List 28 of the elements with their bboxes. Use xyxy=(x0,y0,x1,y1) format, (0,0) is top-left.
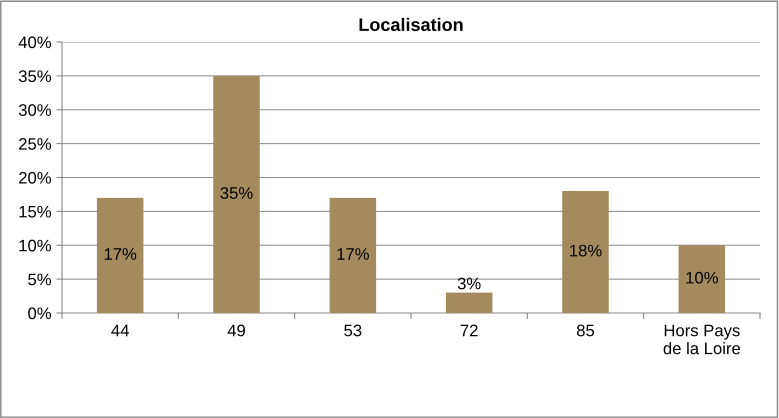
bar xyxy=(96,198,144,313)
y-tick-label: 15% xyxy=(19,206,51,218)
bar xyxy=(330,198,376,313)
data-label: 10% xyxy=(686,272,718,284)
bar xyxy=(446,292,492,313)
data-label: 18% xyxy=(570,244,602,256)
bar xyxy=(562,191,609,313)
data-label: 3% xyxy=(458,278,481,290)
y-tick-label: 35% xyxy=(18,70,51,82)
data-label: 35% xyxy=(220,187,253,199)
data-label: 17% xyxy=(337,248,369,260)
x-tick-label: Hors Pays de la Loire xyxy=(664,324,740,354)
x-tick-label: 49 xyxy=(228,324,245,336)
data-label: 17% xyxy=(104,248,136,260)
y-tick-label: 10% xyxy=(19,240,51,252)
y-tick-label: 5% xyxy=(28,274,51,286)
chart-title: Localisation xyxy=(360,18,463,32)
x-tick-label: 85 xyxy=(576,324,594,336)
y-tick-label: 25% xyxy=(19,138,51,150)
x-tick-label: 72 xyxy=(460,324,478,336)
y-tick-label: 40% xyxy=(18,36,51,48)
y-tick-label: 30% xyxy=(18,104,51,116)
y-tick-label: 20% xyxy=(19,172,51,184)
bar xyxy=(678,245,726,313)
x-tick-label: 44 xyxy=(111,324,129,336)
bar xyxy=(213,76,260,313)
x-tick-label: 53 xyxy=(344,324,362,336)
y-tick-label: 0% xyxy=(28,307,51,320)
